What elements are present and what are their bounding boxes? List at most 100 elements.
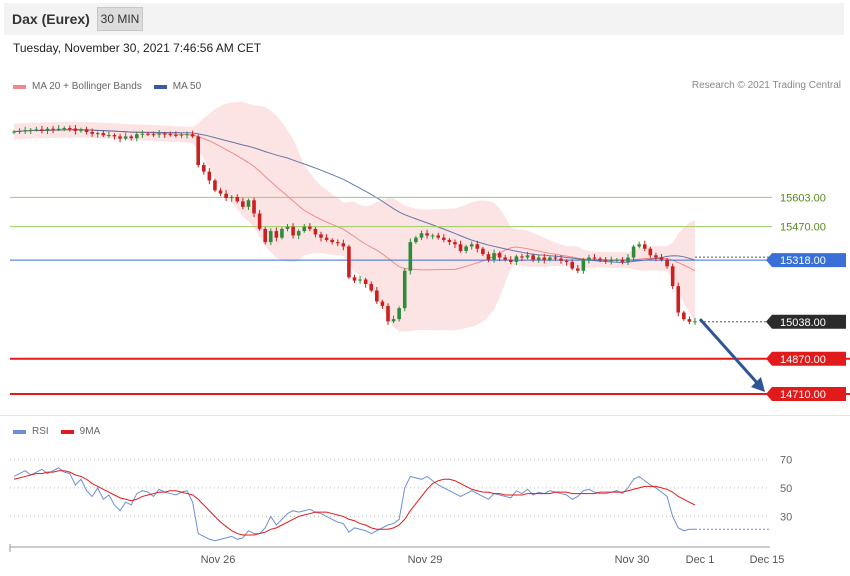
candle-body [397,308,401,320]
candle-body [525,255,530,258]
candle-body [179,134,184,136]
candle-body [235,196,240,202]
candle-body [28,129,33,131]
candle-body [90,132,94,134]
price-legend: MA 20 + Bollinger Bands MA 50 [13,81,213,92]
candle-body [224,193,228,199]
panel-divider [0,415,850,416]
candle-body [659,257,664,260]
candle-body [592,257,597,259]
candle-body [73,128,78,131]
candle-body [218,190,223,194]
candle-body [101,133,106,136]
candle-body [51,128,55,130]
legend-ma50-swatch [153,84,167,89]
candle-body [68,128,72,130]
candle-body [308,226,312,229]
candle-body [34,129,39,131]
candle-body [425,233,429,236]
x-tick-label: Nov 30 [615,554,650,566]
candle-body [637,244,641,247]
candle-body [263,228,267,243]
candle-body [174,134,178,136]
legend-9ma-label: 9MA [79,426,101,437]
candle-body [296,231,301,236]
candle-body [642,244,647,249]
candle-body [453,242,457,245]
candle-body [442,237,446,240]
level-label-1: 15470.00 [780,222,826,234]
x-tick-label: Dec 1 [686,554,715,566]
candle-body [598,258,602,260]
candle-body [62,128,67,130]
candle-body [129,136,134,139]
candle-body [548,257,552,260]
candle-body [414,237,418,243]
candle-body [486,254,491,260]
timestamp: Tuesday, November 30, 2021 7:46:56 AM CE… [13,41,262,55]
candle-body [207,171,212,181]
candle-body [257,213,262,229]
candle-body [123,136,128,139]
candle-body [162,133,167,135]
legend-ma50-label: MA 50 [172,81,202,92]
candle-body [620,259,625,262]
candle-body [564,260,569,262]
candle-body [575,268,580,271]
candle-body [676,286,681,313]
timeframe-button[interactable]: 30 MIN [97,7,143,31]
candle-body [17,130,22,132]
candle-body [481,248,485,255]
candle-body [330,239,334,243]
candle-body [375,290,379,302]
candle-body [391,319,396,322]
candle-body [581,259,586,271]
candle-body [492,253,496,260]
candle-body [84,129,89,133]
candle-body [626,257,630,262]
legend-9ma: 9MA [60,426,101,437]
x-tick-label: Nov 29 [408,554,443,566]
candle-body [609,260,614,262]
candle-body [665,259,669,267]
candle-body [151,134,156,136]
candle-body [542,257,547,260]
candle-body [324,237,329,240]
candle-body [447,239,452,243]
candle-body [603,259,608,261]
legend-rsi-label: RSI [32,426,49,437]
chart-header: Dax (Eurex) 30 MIN [4,3,844,35]
bollinger-band [14,101,695,332]
instrument-title: Dax (Eurex) [12,11,90,27]
candle-body [185,134,189,136]
ma50-line [13,129,696,264]
candle-body [508,259,513,262]
candle-body [570,261,574,269]
level-label-bg-3 [766,314,846,329]
candle-body [23,130,27,132]
candle-body [386,305,390,322]
candle-body [291,226,295,236]
legend-rsi-swatch [13,429,26,434]
candle-body [358,279,362,281]
candle-body [430,235,435,237]
candle-body [648,248,653,256]
candle-body [280,228,284,238]
candle-body [419,233,424,238]
candle-body [464,246,468,251]
candle-body [40,129,44,131]
candle-body [168,134,173,136]
candle-body [514,256,519,262]
target-arrow-shaft [698,318,761,386]
level-label-3: 15038.00 [780,317,826,329]
candle-body [196,136,201,166]
rsi-level-label-2: 30 [780,511,792,523]
candle-body [229,196,234,199]
candle-body [458,244,463,251]
candle-body [135,134,139,139]
legend-ma20: MA 20 + Bollinger Bands [13,81,142,92]
legend-ma50: MA 50 [153,81,202,92]
legend-ma20-swatch [13,84,26,89]
legend-rsi: RSI [13,426,49,437]
